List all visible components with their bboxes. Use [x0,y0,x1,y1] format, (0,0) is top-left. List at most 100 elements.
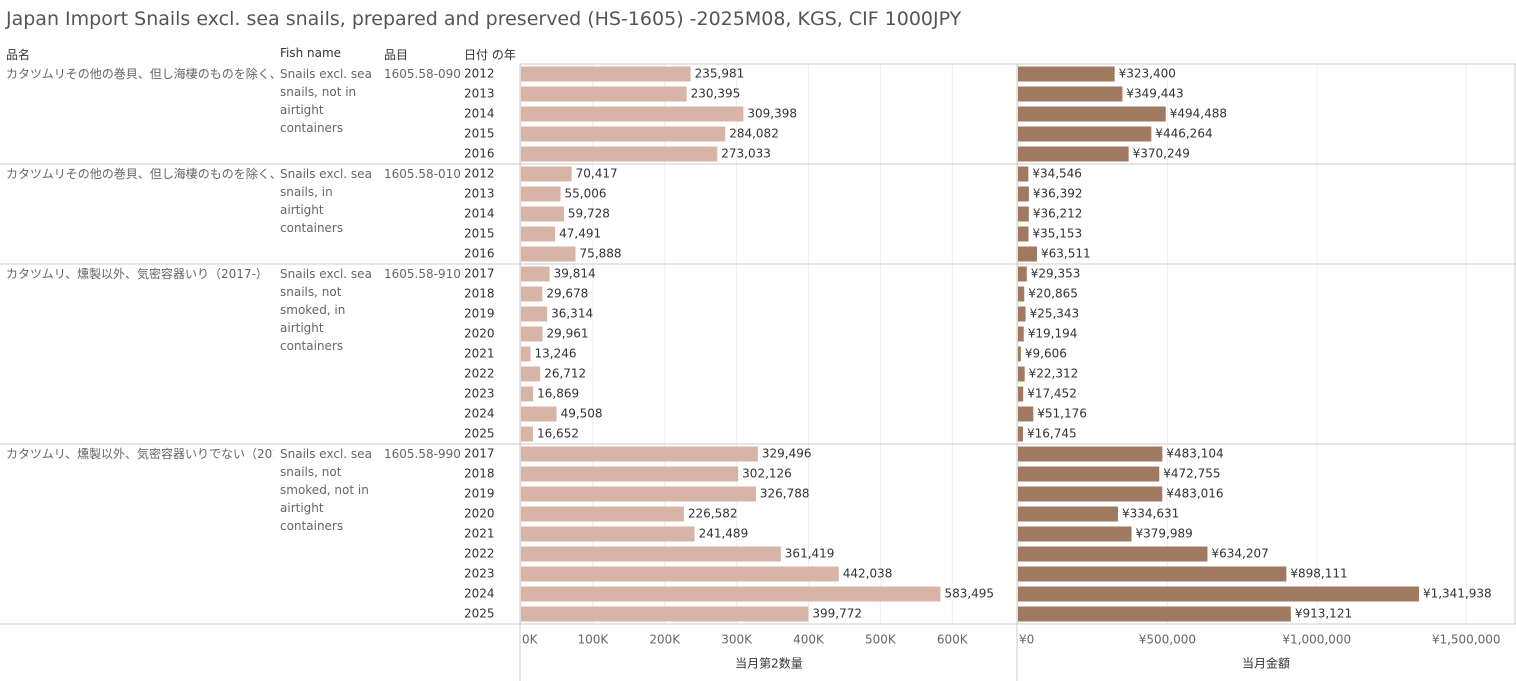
year-label: 2020 [464,327,495,341]
bar [1018,466,1160,482]
value-label: ¥36,392 [1033,187,1083,201]
year-label: 2020 [464,507,495,521]
bar [1018,286,1025,302]
bar [521,486,756,502]
bar [521,126,726,142]
value-label: ¥22,312 [1029,367,1079,381]
bar [521,306,548,322]
value-label: ¥370,249 [1133,147,1190,161]
bar [521,266,550,282]
value-label: ¥34,546 [1032,167,1082,181]
value-label: ¥494,488 [1170,107,1227,121]
value-label: 309,398 [747,107,797,121]
year-label: 2012 [464,67,495,81]
value-label: ¥472,755 [1163,467,1220,481]
year-label: 2016 [464,247,495,261]
value-label: 16,652 [537,427,579,441]
value-label: 55,006 [565,187,607,201]
year-label: 2015 [464,127,495,141]
year-label: 2023 [464,567,495,581]
value-label: 26,712 [544,367,586,381]
fish-name: Snails excl. sea snails, not smoked, in … [280,267,372,353]
value-label: 273,033 [721,147,771,161]
x-tick-label: 600K [937,633,969,647]
bar [521,226,556,242]
bar [1018,586,1419,602]
x-axis-title: 当月金額 [1242,656,1290,671]
value-label: 226,582 [688,507,738,521]
value-label: ¥51,176 [1037,407,1087,421]
product-name: カタツムリその他の巻貝、但し海棲のものを除く、気密容.. [6,167,274,181]
bar [521,526,695,542]
year-label: 2022 [464,367,495,381]
bar [1018,366,1025,382]
bar [1018,426,1024,442]
bar [1018,126,1152,142]
bar [521,566,839,582]
x-tick-label: 300K [721,633,753,647]
bar [1018,86,1123,102]
value-label: 361,419 [785,547,835,561]
year-label: 2014 [464,107,495,121]
value-label: ¥483,104 [1166,447,1223,461]
value-label: 241,489 [699,527,749,541]
column-header: Fish name [280,46,342,60]
item-code: 1605.58-090 [384,67,461,81]
bar [521,366,541,382]
bar [521,606,809,622]
value-label: 235,981 [695,67,745,81]
bar [521,106,744,122]
value-label: ¥379,989 [1136,527,1193,541]
value-label: ¥634,207 [1211,547,1268,561]
bar [1018,506,1118,522]
value-label: 329,496 [762,447,812,461]
value-label: ¥25,343 [1030,307,1080,321]
value-label: 29,961 [547,327,589,341]
bar [521,66,691,82]
x-tick-label: 200K [649,633,681,647]
chart-title: Japan Import Snails excl. sea snails, pr… [6,8,962,30]
year-label: 2019 [464,307,495,321]
value-label: ¥29,353 [1031,267,1081,281]
value-label: 70,417 [576,167,618,181]
bar [521,146,718,162]
item-code: 1605.58-910 [384,267,461,281]
year-label: 2018 [464,467,495,481]
x-tick-label: 0K [522,633,539,647]
value-label: ¥63,511 [1041,247,1091,261]
fish-name: Snails excl. sea snails, in airtight con… [280,167,372,235]
value-label: ¥483,016 [1166,487,1223,501]
x-tick-label: ¥1,000,000 [1282,633,1351,647]
year-label: 2024 [464,587,495,601]
value-label: 326,788 [760,487,810,501]
value-label: ¥349,443 [1126,87,1183,101]
value-label: 39,814 [554,267,596,281]
value-label: ¥19,194 [1028,327,1078,341]
bar [1018,346,1021,362]
item-code: 1605.58-010 [384,167,461,181]
bar [1018,486,1163,502]
value-label: ¥1,341,938 [1423,587,1492,601]
bar [1018,446,1163,462]
bar [1018,206,1029,222]
column-header: 品目 [384,48,409,62]
year-label: 2024 [464,407,495,421]
bar [1018,166,1029,182]
value-label: ¥20,865 [1028,287,1078,301]
bar [521,206,564,222]
value-label: 583,495 [944,587,994,601]
x-tick-label: 400K [793,633,825,647]
year-label: 2022 [464,547,495,561]
bar [521,286,543,302]
bar [521,386,534,402]
value-label: 59,728 [568,207,610,221]
value-label: ¥446,264 [1155,127,1212,141]
bar [521,446,758,462]
value-label: 49,508 [561,407,603,421]
value-label: ¥898,111 [1290,567,1347,581]
value-label: 302,126 [742,467,792,481]
year-label: 2017 [464,267,495,281]
year-label: 2018 [464,287,495,301]
bar [521,246,576,262]
